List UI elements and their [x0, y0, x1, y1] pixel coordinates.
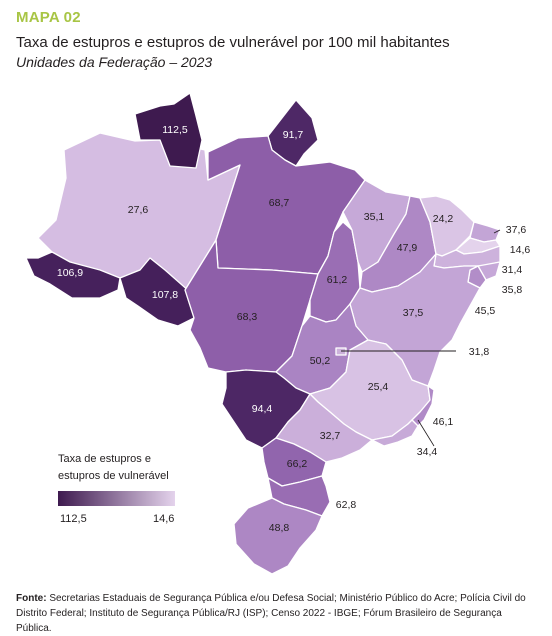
- value-SP: 32,7: [320, 430, 341, 442]
- value-PA: 68,7: [269, 197, 290, 209]
- state-RJ: [371, 419, 419, 447]
- value-MT: 68,3: [237, 311, 258, 323]
- value-AP: 91,7: [283, 129, 304, 141]
- value-MA: 35,1: [364, 211, 385, 223]
- value-GO: 50,2: [310, 355, 331, 367]
- value-AC: 106,9: [57, 267, 83, 279]
- state-RS: [233, 497, 323, 575]
- value-MG: 25,4: [368, 381, 389, 393]
- map-subtitle: Unidades da Federação – 2023: [16, 54, 213, 70]
- value-RR: 112,5: [162, 124, 188, 136]
- source-note: Fonte: Secretarias Estaduais de Seguranç…: [16, 591, 536, 636]
- state-SP: [275, 393, 373, 463]
- source-text: Secretarias Estaduais de Segurança Públi…: [16, 593, 526, 634]
- legend-gradient-bar: [58, 491, 175, 506]
- state-RR: [134, 92, 203, 169]
- map-label: MAPA 02: [16, 9, 81, 26]
- value-RN: 37,6: [506, 224, 527, 236]
- map-title: Taxa de estupros e estupros de vulneráve…: [16, 34, 450, 51]
- value-PI: 47,9: [397, 242, 418, 254]
- source-label: Fonte:: [16, 593, 47, 604]
- es-leader-line: [417, 419, 435, 447]
- value-SE: 45,5: [475, 305, 496, 317]
- value-SC: 62,8: [336, 499, 357, 511]
- value-MS: 94,4: [252, 403, 273, 415]
- value-BA: 37,5: [403, 307, 424, 319]
- legend-min-label: 14,6: [153, 513, 175, 525]
- legend-max-label: 112,5: [60, 513, 87, 525]
- value-PR: 66,2: [287, 458, 308, 470]
- value-RS: 48,8: [269, 522, 290, 534]
- value-AM: 27,6: [128, 204, 149, 216]
- value-TO: 61,2: [327, 274, 348, 286]
- value-CE: 24,2: [433, 213, 454, 225]
- legend-title-line2: estupros de vulnerável: [58, 470, 169, 482]
- legend-title-line1: Taxa de estupros e: [58, 453, 151, 465]
- value-PE: 31,4: [502, 264, 523, 276]
- value-RO: 107,8: [152, 289, 178, 301]
- value-AL: 35,8: [502, 284, 523, 296]
- value-PB: 14,6: [510, 244, 531, 256]
- value-DF: 31,8: [469, 346, 490, 358]
- state-AC: [25, 251, 121, 299]
- value-RJ: 34,4: [417, 446, 438, 458]
- legend-title: Taxa de estupros e estupros de vulneráve…: [58, 451, 169, 485]
- value-ES: 46,1: [433, 416, 454, 428]
- rn-leader-line: [493, 229, 501, 234]
